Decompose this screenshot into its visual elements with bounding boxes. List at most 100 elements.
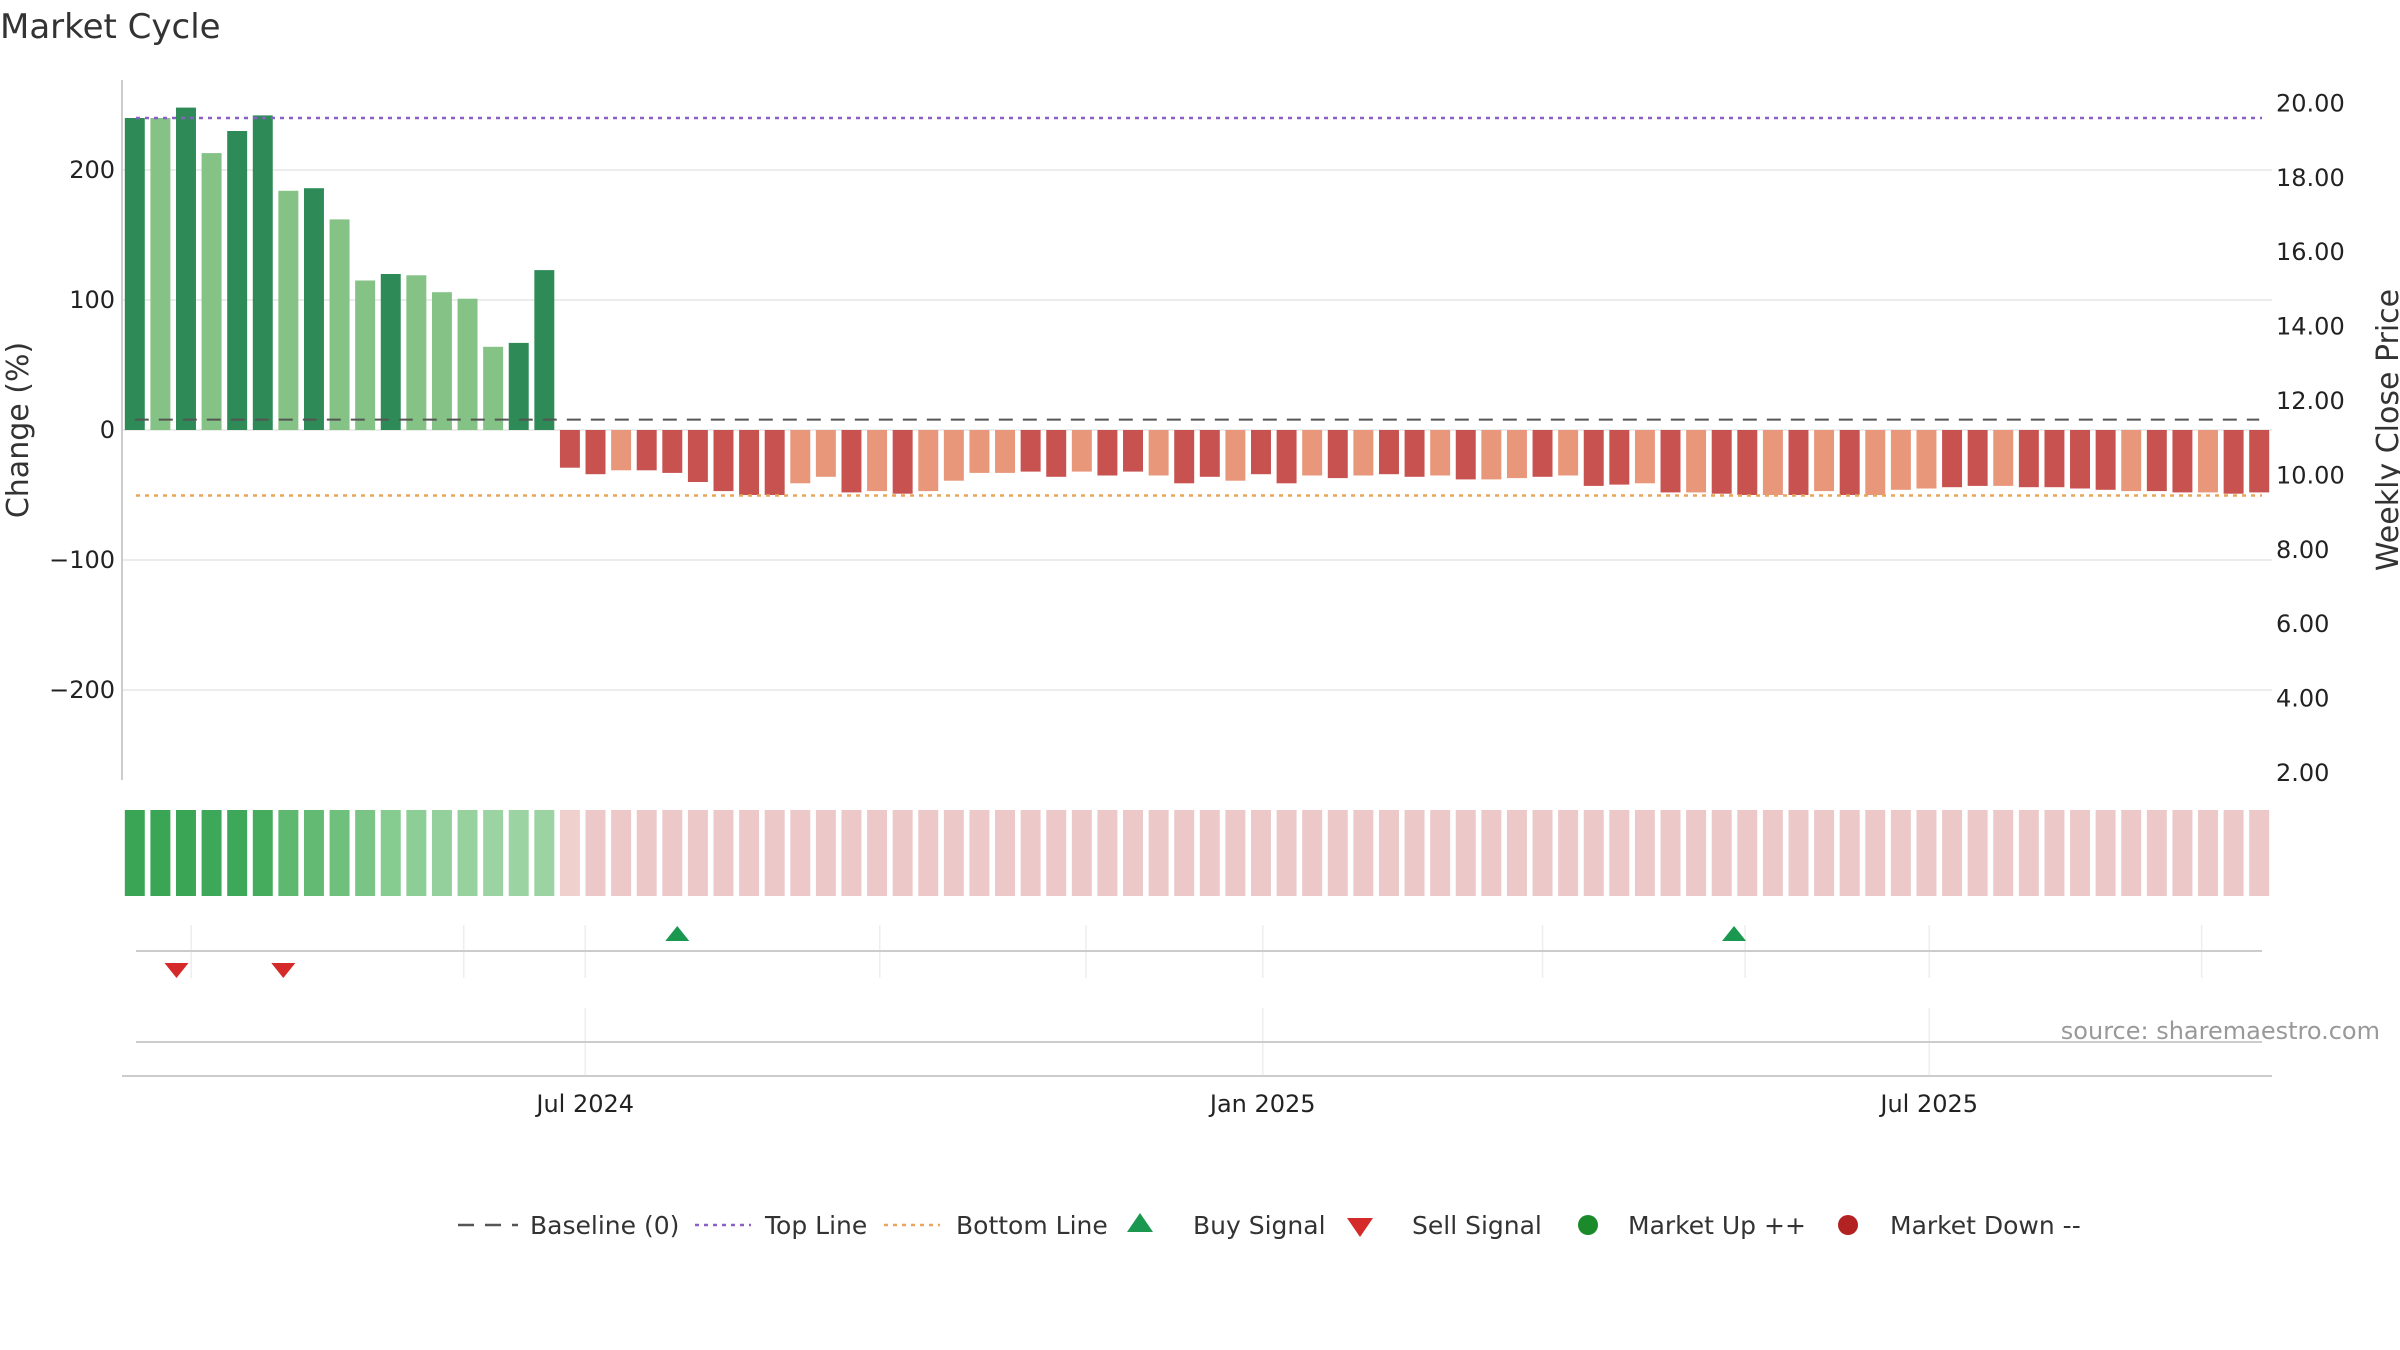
strength-strip-cell <box>1942 810 1963 896</box>
source-label: source: sharemaestro.com <box>2061 1017 2380 1045</box>
strength-strip-cell <box>1993 810 2014 896</box>
change-bar <box>329 219 350 430</box>
right-axis-ticks: 20.00 18.00 16.00 14.00 12.00 10.00 8.00 6.00 4.… <box>2276 89 2345 787</box>
strength-strip-cell <box>278 810 299 896</box>
right-tick-label: 6.00 <box>2276 610 2329 638</box>
change-bar <box>815 430 836 477</box>
change-bar <box>1839 430 1860 495</box>
change-bar <box>1711 430 1732 494</box>
change-bar <box>1455 430 1476 480</box>
change-bar <box>1865 430 1886 495</box>
strength-strip-cell <box>1046 810 1067 896</box>
x-tick-label: Jan 2025 <box>1208 1090 1316 1118</box>
buy-signal-marker <box>1722 926 1747 941</box>
change-bar <box>431 292 452 430</box>
strength-strip-cell <box>457 810 478 896</box>
strength-strip-cell <box>2095 810 2116 896</box>
strength-strip-cell <box>2223 810 2244 896</box>
legend-label: Market Up ++ <box>1628 1211 1806 1240</box>
change-bar <box>1404 430 1425 477</box>
left-tick-label: −200 <box>49 676 115 704</box>
change-bar <box>559 430 580 468</box>
strength-strip-cell <box>1404 810 1425 896</box>
change-bar <box>355 280 376 430</box>
strength-strip-cell <box>2044 810 2065 896</box>
change-bar <box>1276 430 1297 484</box>
strength-strip-cell <box>892 810 913 896</box>
change-bar <box>176 107 196 430</box>
change-bar <box>2095 430 2116 490</box>
strength-strip-cell <box>1455 810 1476 896</box>
strength-strip-cell <box>1890 810 1911 896</box>
change-bar <box>1123 430 1143 472</box>
strength-strip-cell <box>1660 810 1681 896</box>
change-bar <box>1814 430 1835 492</box>
change-bar <box>278 190 299 430</box>
change-bar <box>1148 430 1169 476</box>
change-bar <box>124 118 145 430</box>
change-bar <box>841 430 862 493</box>
strength-strip-cell <box>1737 810 1758 896</box>
strength-strip-cell <box>1430 810 1451 896</box>
change-bar <box>2198 430 2218 493</box>
strength-strip-cell <box>124 810 145 896</box>
change-bar <box>1609 430 1630 485</box>
change-bar <box>1097 430 1118 476</box>
strength-strip-cell <box>227 810 248 896</box>
legend-market-up-marker <box>1578 1215 1598 1235</box>
strength-strip-cell <box>150 810 171 896</box>
strength-strip-cell <box>380 810 401 896</box>
left-axis-ticks: 200 100 0 −100 −200 <box>49 156 115 704</box>
strength-strip-cell <box>1583 810 1604 896</box>
legend-buy-marker <box>1127 1213 1153 1232</box>
strength-strip-cell <box>1762 810 1783 896</box>
change-bar <box>457 298 478 430</box>
change-bar <box>969 430 990 473</box>
strength-strip-cell <box>1788 810 1809 896</box>
strength-strip-cell <box>1609 810 1630 896</box>
strength-strip-cell <box>1097 810 1118 896</box>
strength-strip-cell <box>1225 810 1246 896</box>
strength-strip-cell <box>995 810 1016 896</box>
change-bar <box>1225 430 1246 481</box>
right-tick-label: 14.00 <box>2276 313 2345 341</box>
change-bar <box>585 430 606 475</box>
strength-strip-cell <box>636 810 657 896</box>
change-bar <box>1583 430 1604 486</box>
change-bars <box>124 107 2270 495</box>
strength-strip-cell <box>969 810 990 896</box>
change-bar <box>380 274 401 430</box>
strength-strip-cell <box>1378 810 1399 896</box>
strength-strip-cell <box>1532 810 1553 896</box>
right-tick-label: 2.00 <box>2276 759 2329 787</box>
change-bar <box>1174 430 1195 484</box>
change-bar <box>662 430 683 473</box>
strength-strip-cell <box>1123 810 1143 896</box>
change-bar <box>636 430 657 471</box>
change-bar <box>1353 430 1374 476</box>
strength-strip-cell <box>918 810 939 896</box>
legend-label: Market Down -- <box>1890 1211 2081 1240</box>
strength-strip-cell <box>2146 810 2167 896</box>
strength-strip-cell <box>1302 810 1323 896</box>
change-bar <box>1020 430 1041 472</box>
legend-label: Bottom Line <box>956 1211 1108 1240</box>
left-tick-label: −100 <box>49 546 115 574</box>
legend: Baseline (0) Top Line Bottom Line Buy Signa… <box>458 1211 2081 1240</box>
change-bar <box>1660 430 1681 493</box>
change-bar <box>1071 430 1092 472</box>
change-bar <box>1251 430 1271 475</box>
legend-sell-marker <box>1347 1218 1373 1237</box>
strength-strip-cell <box>2121 810 2142 896</box>
x-axis: Jul 2024 Jan 2025 Jul 2025 <box>122 1075 2272 1118</box>
strength-strip-cell <box>2198 810 2218 896</box>
strength-strip-cell <box>841 810 862 896</box>
strength-strip-cell <box>1353 810 1374 896</box>
strength-strip <box>124 810 2270 896</box>
change-bar <box>2249 430 2270 493</box>
sell-signal-marker <box>164 963 189 978</box>
buy-signal-marker <box>665 926 690 941</box>
strength-strip-cell <box>1174 810 1195 896</box>
